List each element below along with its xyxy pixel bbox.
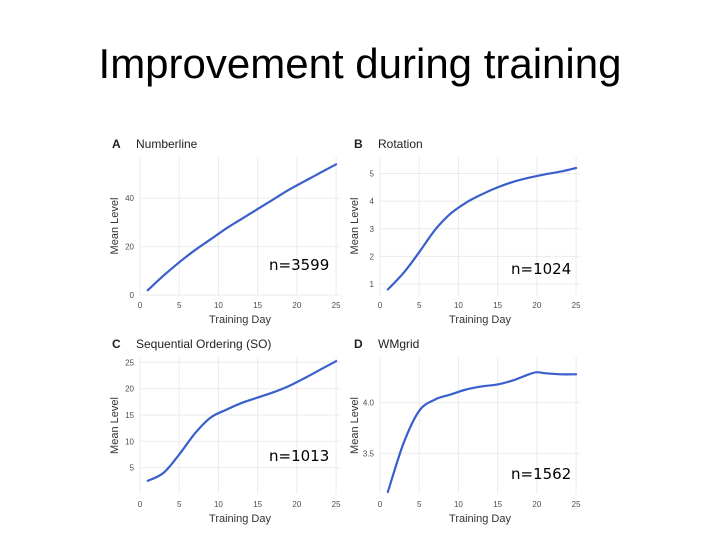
series-line-d bbox=[386, 371, 578, 494]
plot-area-c bbox=[140, 357, 340, 494]
x-axis-label-b: Training Day bbox=[449, 314, 511, 326]
annotation-a: n=3599 bbox=[269, 256, 330, 274]
y-tick-label: 20 bbox=[125, 243, 134, 252]
series-line-a bbox=[146, 163, 338, 292]
y-axis-label-d: Mean Level bbox=[349, 397, 361, 454]
x-tick-label: 25 bbox=[572, 301, 581, 310]
plot-area-b bbox=[380, 157, 580, 295]
x-tick-label: 5 bbox=[177, 301, 182, 310]
x-tick-label: 20 bbox=[532, 500, 541, 509]
y-tick-label: 2 bbox=[370, 252, 375, 261]
panel-letter-a: A bbox=[112, 137, 121, 151]
x-tick-label: 10 bbox=[454, 301, 463, 310]
y-axis-label-b: Mean Level bbox=[349, 198, 361, 255]
x-axis-label-d: Training Day bbox=[449, 513, 511, 525]
x-tick-label: 5 bbox=[417, 500, 422, 509]
series-line-b bbox=[386, 166, 578, 291]
y-tick-label: 0 bbox=[130, 291, 135, 300]
x-tick-label: 15 bbox=[253, 301, 262, 310]
y-tick-label: 4.0 bbox=[363, 399, 375, 408]
annotation-b: n=1024 bbox=[511, 260, 572, 278]
plot-area-d bbox=[380, 357, 580, 494]
x-tick-label: 15 bbox=[493, 500, 502, 509]
y-tick-label: 5 bbox=[130, 464, 135, 473]
x-tick-label: 0 bbox=[378, 301, 383, 310]
panel-letter-b: B bbox=[354, 137, 363, 151]
annotation-d: n=1562 bbox=[511, 465, 572, 483]
x-tick-label: 25 bbox=[332, 500, 341, 509]
y-tick-label: 5 bbox=[370, 170, 375, 179]
panel-title-d: WMgrid bbox=[378, 337, 419, 351]
x-tick-label: 15 bbox=[253, 500, 262, 509]
x-tick-label: 0 bbox=[378, 500, 383, 509]
x-tick-label: 5 bbox=[417, 301, 422, 310]
x-tick-label: 25 bbox=[332, 301, 341, 310]
panel-letter-c: C bbox=[112, 337, 121, 351]
x-tick-label: 10 bbox=[214, 500, 223, 509]
panel-title-b: Rotation bbox=[378, 137, 423, 151]
panel-title-c: Sequential Ordering (SO) bbox=[136, 337, 271, 351]
y-tick-label: 40 bbox=[125, 194, 134, 203]
x-tick-label: 5 bbox=[177, 500, 182, 509]
y-tick-label: 1 bbox=[370, 280, 375, 289]
y-tick-label: 15 bbox=[125, 411, 134, 420]
slide-title: Improvement during training bbox=[98, 40, 622, 87]
x-tick-label: 0 bbox=[138, 500, 143, 509]
y-axis-label-a: Mean Level bbox=[109, 198, 121, 255]
panel-letter-d: D bbox=[354, 337, 363, 351]
series-line-c bbox=[146, 360, 338, 482]
y-tick-label: 4 bbox=[370, 197, 375, 206]
x-axis-label-c: Training Day bbox=[209, 513, 271, 525]
x-tick-label: 10 bbox=[214, 301, 223, 310]
annotation-c: n=1013 bbox=[269, 447, 330, 465]
x-tick-label: 0 bbox=[138, 301, 143, 310]
y-tick-label: 20 bbox=[125, 385, 134, 394]
x-axis-label-a: Training Day bbox=[209, 314, 271, 326]
x-tick-label: 20 bbox=[292, 500, 301, 509]
y-tick-label: 3 bbox=[370, 225, 375, 234]
x-tick-label: 15 bbox=[493, 301, 502, 310]
x-tick-label: 10 bbox=[454, 500, 463, 509]
panel-title-a: Numberline bbox=[136, 137, 198, 151]
y-tick-label: 10 bbox=[125, 437, 134, 446]
y-tick-label: 25 bbox=[125, 358, 134, 367]
y-axis-label-c: Mean Level bbox=[109, 397, 121, 454]
x-tick-label: 20 bbox=[532, 301, 541, 310]
x-tick-label: 20 bbox=[292, 301, 301, 310]
x-tick-label: 25 bbox=[572, 500, 581, 509]
y-tick-label: 3.5 bbox=[363, 449, 375, 458]
